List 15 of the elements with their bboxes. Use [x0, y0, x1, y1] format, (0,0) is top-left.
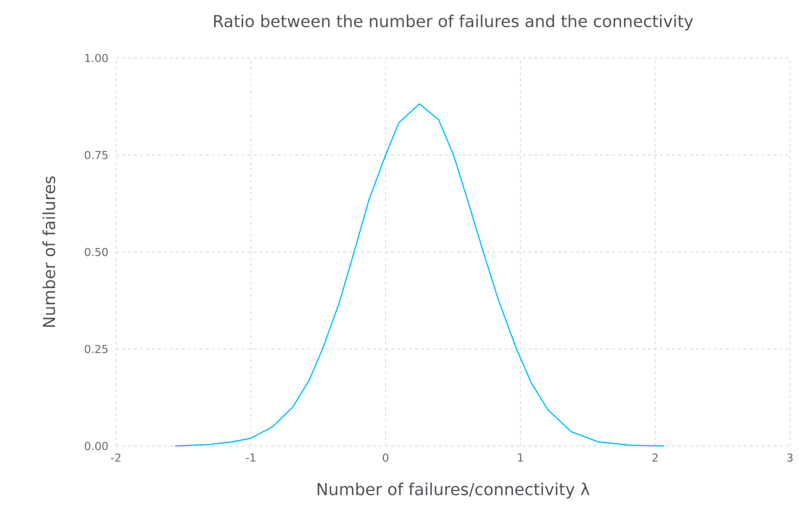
line-series: [174, 103, 665, 447]
y-tick-label: 0.50: [84, 248, 108, 256]
x-tick-label: 1: [518, 454, 523, 462]
y-tick-label: 0.25: [84, 344, 108, 354]
y-tick-label: 0.75: [84, 150, 108, 160]
chart-title: Ratio between the number of failures and the connectivity: [214, 14, 694, 30]
y-tick-label: 0.00: [84, 442, 108, 450]
y-tick-label: 1.00: [85, 54, 108, 62]
x-tick-label: 2: [652, 454, 658, 462]
x-tick-label: 0: [382, 454, 388, 462]
x-axis-title: Number of failures/connectivity λ: [318, 482, 590, 499]
x-tick-label: -1: [246, 454, 256, 462]
x-tick-label: -2: [111, 454, 120, 462]
y-axis-title: Number of failures: [42, 176, 56, 327]
x-tick-label: 3: [787, 454, 793, 462]
